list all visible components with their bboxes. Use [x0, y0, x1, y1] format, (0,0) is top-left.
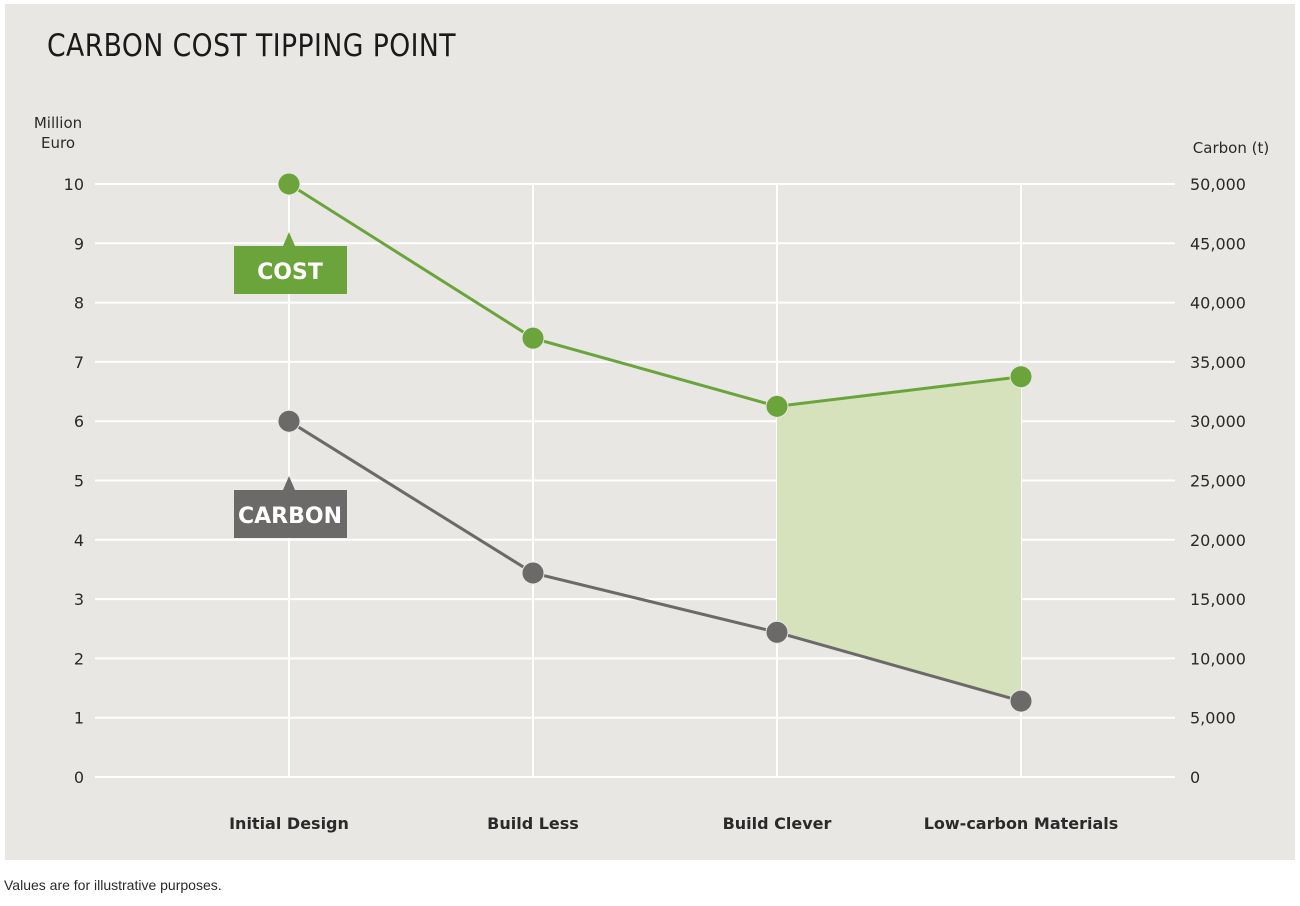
y-tick-label-right: 5,000 [1190, 709, 1236, 728]
y-tick-label-left: 6 [74, 412, 84, 431]
y-tick-label-right: 35,000 [1190, 353, 1246, 372]
y-tick-label-left: 10 [64, 175, 84, 194]
y-tick-label-right: 10,000 [1190, 649, 1246, 668]
y-tick-label-right: 0 [1190, 768, 1200, 787]
carbon-callout-box [234, 490, 347, 538]
y-tick-label-right: 40,000 [1190, 294, 1246, 313]
carbon-callout-text: CARBON [238, 504, 342, 529]
y-tick-label-right: 45,000 [1190, 234, 1246, 253]
cost-data-point [765, 394, 789, 418]
cost-data-point [277, 172, 301, 196]
carbon-callout-pointer [283, 476, 295, 490]
x-tick-label: Build Clever [723, 814, 832, 833]
carbon-data-point [1009, 689, 1033, 713]
y-tick-label-left: 4 [74, 531, 84, 550]
y-axis-title-right: Carbon (t) [1193, 139, 1269, 157]
x-tick-label: Build Less [487, 814, 579, 833]
y-tick-label-left: 1 [74, 709, 84, 728]
cost-callout-pointer [283, 232, 295, 246]
y-tick-label-right: 20,000 [1190, 531, 1246, 550]
carbon-series-line [288, 419, 1022, 703]
y-tick-label-right: 30,000 [1190, 412, 1246, 431]
y-tick-label-left: 2 [74, 649, 84, 668]
y-axis-title-left-line1: Million [34, 114, 82, 132]
chart-title: CARBON COST TIPPING POINT [47, 28, 457, 64]
cost-data-point [1009, 365, 1033, 389]
y-axis-title-left-line2: Euro [41, 134, 75, 152]
carbon-data-point [277, 409, 301, 433]
y-tick-label-left: 3 [74, 590, 84, 609]
y-tick-label-left: 5 [74, 472, 84, 491]
carbon-data-point [521, 561, 545, 585]
x-tick-label: Low-carbon Materials [924, 814, 1119, 833]
y-tick-label-right: 50,000 [1190, 175, 1246, 194]
footnote: Values are for illustrative purposes. [4, 877, 222, 893]
x-tick-label: Initial Design [229, 814, 349, 833]
cost-callout-text: COST [257, 260, 323, 285]
cost-data-point [521, 326, 545, 350]
y-tick-label-left: 8 [74, 294, 84, 313]
cost-series-line [288, 182, 1022, 408]
y-tick-label-left: 9 [74, 234, 84, 253]
cost-callout-box [234, 246, 347, 294]
carbon-data-point [765, 620, 789, 644]
y-tick-label-right: 25,000 [1190, 472, 1246, 491]
y-tick-label-left: 0 [74, 768, 84, 787]
y-tick-label-left: 7 [74, 353, 84, 372]
shaded-gap-region [777, 376, 1021, 702]
y-tick-label-right: 15,000 [1190, 590, 1246, 609]
